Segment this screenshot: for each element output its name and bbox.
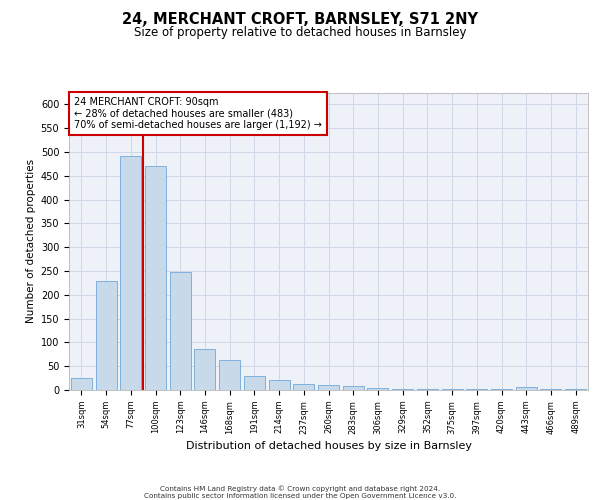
Bar <box>367 388 388 390</box>
Bar <box>244 376 265 390</box>
Bar <box>170 272 191 390</box>
Bar <box>343 386 364 390</box>
Text: Size of property relative to detached houses in Barnsley: Size of property relative to detached ho… <box>134 26 466 39</box>
Bar <box>442 389 463 390</box>
Bar <box>95 280 116 390</box>
Bar <box>565 388 586 390</box>
Text: 24 MERCHANT CROFT: 90sqm
← 28% of detached houses are smaller (483)
70% of semi-: 24 MERCHANT CROFT: 90sqm ← 28% of detach… <box>74 97 322 130</box>
Bar <box>392 388 413 390</box>
Bar <box>269 380 290 390</box>
Bar <box>145 166 166 390</box>
Text: Contains HM Land Registry data © Crown copyright and database right 2024.
Contai: Contains HM Land Registry data © Crown c… <box>144 486 456 499</box>
Y-axis label: Number of detached properties: Number of detached properties <box>26 159 37 324</box>
Bar <box>417 389 438 390</box>
Bar <box>318 385 339 390</box>
Bar <box>293 384 314 390</box>
Bar <box>219 360 240 390</box>
Bar <box>120 156 141 390</box>
X-axis label: Distribution of detached houses by size in Barnsley: Distribution of detached houses by size … <box>185 440 472 450</box>
Text: 24, MERCHANT CROFT, BARNSLEY, S71 2NY: 24, MERCHANT CROFT, BARNSLEY, S71 2NY <box>122 12 478 28</box>
Bar <box>194 348 215 390</box>
Bar <box>466 389 487 390</box>
Bar <box>71 378 92 390</box>
Bar <box>541 389 562 390</box>
Bar <box>491 389 512 390</box>
Bar <box>516 387 537 390</box>
